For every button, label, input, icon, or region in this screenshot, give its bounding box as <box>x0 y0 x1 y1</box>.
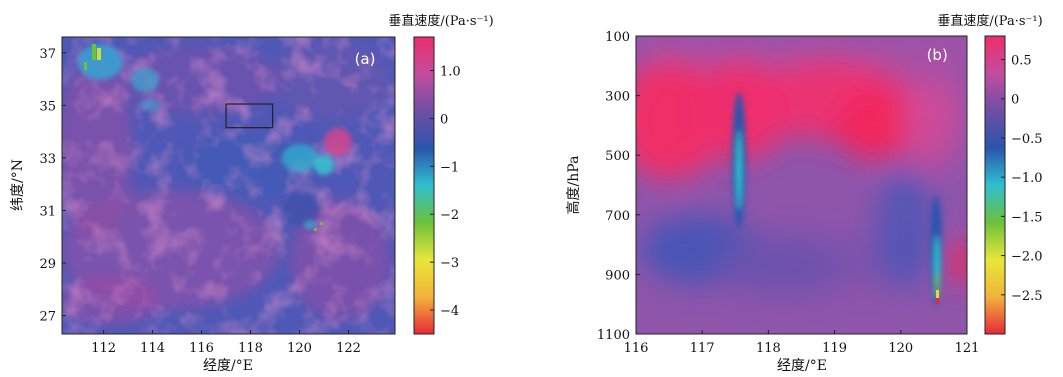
colorbar-b <box>984 35 1006 335</box>
ylabel-b: 高度/hPa <box>565 156 582 215</box>
y-tick-label: 900 <box>605 268 630 283</box>
x-tick-label: 112 <box>91 341 116 356</box>
y-tick-label: 31 <box>39 204 56 219</box>
x-tick-label: 120 <box>888 341 913 356</box>
y-tick-label: 100 <box>605 30 630 45</box>
colorbar-tick-label: −4 <box>440 304 459 319</box>
ticks-b: 116 117 118 119 120 121 100 300 500 700 900 1100 <box>597 30 980 356</box>
colorbar-ticks-a: 1.0 0 −1 −2 −3 −4 <box>430 65 461 319</box>
y-tick-label: 37 <box>39 47 56 62</box>
plot-frame-b <box>635 35 968 335</box>
xlabel-a: 经度/°E <box>203 358 253 374</box>
highlight-box <box>225 103 274 129</box>
x-tick-label: 121 <box>955 341 980 356</box>
colorbar-tick-label: 0 <box>440 112 448 127</box>
y-tick-label: 27 <box>39 310 56 325</box>
xlabel-b: 经度/°E <box>777 358 827 374</box>
heatmap-a: (a) <box>62 37 395 334</box>
heatmap-b: (b) <box>636 36 967 334</box>
panel-label-b: (b) <box>927 46 948 64</box>
colorbar-tick-label: −2.0 <box>1011 250 1043 265</box>
colorbar-tick-label: −3 <box>440 256 459 271</box>
colorbar-tick-label: 0.5 <box>1011 54 1032 69</box>
y-tick-label: 500 <box>605 149 630 164</box>
panel-label-a: (a) <box>355 50 376 68</box>
x-tick-label: 118 <box>238 341 263 356</box>
colorbar-tick-label: 1.0 <box>440 65 461 80</box>
x-tick-label: 114 <box>140 341 165 356</box>
x-tick-label: 122 <box>336 341 361 356</box>
x-tick-label: 118 <box>756 341 781 356</box>
x-tick-label: 120 <box>287 341 312 356</box>
y-tick-label: 700 <box>605 209 630 224</box>
panel-a: (a) 112 114 116 118 120 122 27 29 31 33 35 37 经度/°E… <box>10 13 494 374</box>
colorbar-tick-label: −1 <box>440 160 459 175</box>
x-tick-label: 116 <box>189 341 214 356</box>
x-tick-label: 119 <box>822 341 847 356</box>
colorbar-a <box>413 36 435 335</box>
colorbar-tick-label: −0.5 <box>1011 132 1043 147</box>
colorbar-tick-label: −2.5 <box>1011 289 1043 304</box>
x-tick-label: 116 <box>624 341 649 356</box>
colorbar-tick-label: 0 <box>1011 93 1019 108</box>
colorbar-tick-label: −1.5 <box>1011 210 1043 225</box>
y-tick-label: 29 <box>39 257 56 272</box>
y-tick-label: 33 <box>39 152 56 167</box>
colorbar-ticks-b: 0.5 0 −0.5 −1.0 −1.5 −2.0 −2.5 <box>1001 54 1043 304</box>
colorbar-tick-label: −2 <box>440 208 459 223</box>
plot-frame-a <box>61 36 396 335</box>
colorbar-title-a: 垂直速度/(Pa·s⁻¹) <box>388 13 493 29</box>
x-tick-label: 117 <box>690 341 715 356</box>
y-tick-label: 1100 <box>597 328 630 343</box>
ylabel-a: 纬度/°N <box>10 159 26 211</box>
panel-b: (b) 116 117 118 119 120 121 100 300 500 700 900 110… <box>565 13 1043 374</box>
ticks-a: 112 114 116 118 120 122 27 29 31 33 35 37 <box>39 47 360 356</box>
y-tick-label: 300 <box>605 90 630 105</box>
colorbar-tick-label: −1.0 <box>1011 171 1043 186</box>
y-tick-label: 35 <box>39 99 56 114</box>
colorbar-title-b: 垂直速度/(Pa·s⁻¹) <box>937 13 1042 29</box>
